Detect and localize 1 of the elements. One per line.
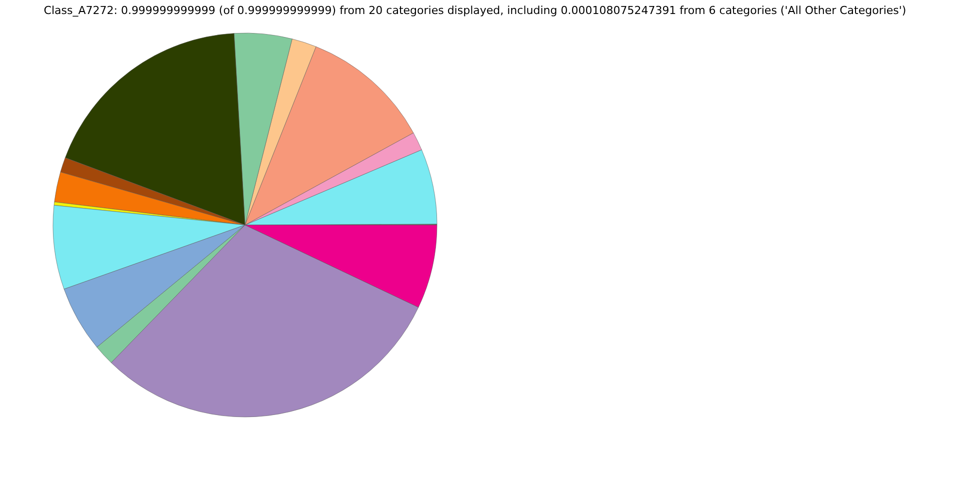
text: Class_A7272: 0.999999999999 (of 0.999999999999) from 20 categories displayed, including 0.000108075247391 from 6 categories ('All Other Categories') [44,4,906,17]
